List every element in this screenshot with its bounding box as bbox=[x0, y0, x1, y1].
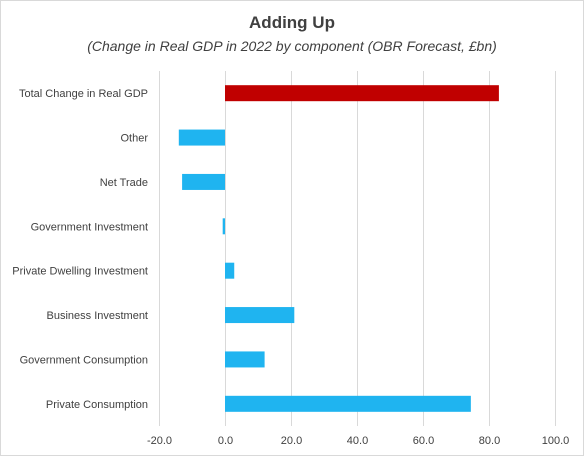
x-tick-label: 0.0 bbox=[218, 435, 233, 447]
chart-title: Adding Up bbox=[249, 13, 335, 32]
category-label: Business Investment bbox=[47, 310, 149, 322]
x-axis-tick-labels: -20.0 0.0 20.0 40.0 60.0 80.0 100.0 bbox=[147, 435, 569, 447]
bar-business-investment bbox=[225, 307, 295, 324]
bar-total-change-in-real-gdp bbox=[225, 85, 499, 102]
x-tick-label: 100.0 bbox=[542, 435, 570, 447]
category-label: Private Consumption bbox=[46, 399, 148, 411]
bar-government-consumption bbox=[225, 351, 265, 368]
bar-private-consumption bbox=[225, 395, 471, 412]
gridlines bbox=[159, 71, 556, 426]
bar-other bbox=[178, 129, 225, 146]
chart-subtitle: (Change in Real GDP in 2022 by component… bbox=[87, 38, 497, 54]
category-label: Net Trade bbox=[100, 177, 148, 189]
category-label: Private Dwelling Investment bbox=[12, 266, 148, 278]
category-label: Total Change in Real GDP bbox=[19, 88, 148, 100]
x-tick-label: -20.0 bbox=[147, 435, 172, 447]
category-labels: Total Change in Real GDP Other Net Trade Go… bbox=[12, 88, 148, 411]
bar-net-trade bbox=[182, 173, 225, 190]
bar-government-investment bbox=[222, 218, 225, 235]
x-tick-label: 80.0 bbox=[479, 435, 500, 447]
bar-private-dwelling-investment bbox=[225, 262, 235, 279]
x-tick-label: 40.0 bbox=[347, 435, 368, 447]
x-tick-label: 20.0 bbox=[281, 435, 302, 447]
x-tick-label: 60.0 bbox=[413, 435, 434, 447]
category-label: Government Consumption bbox=[20, 354, 148, 366]
bars bbox=[178, 85, 499, 412]
category-label: Other bbox=[120, 133, 148, 145]
category-label: Government Investment bbox=[31, 221, 148, 233]
